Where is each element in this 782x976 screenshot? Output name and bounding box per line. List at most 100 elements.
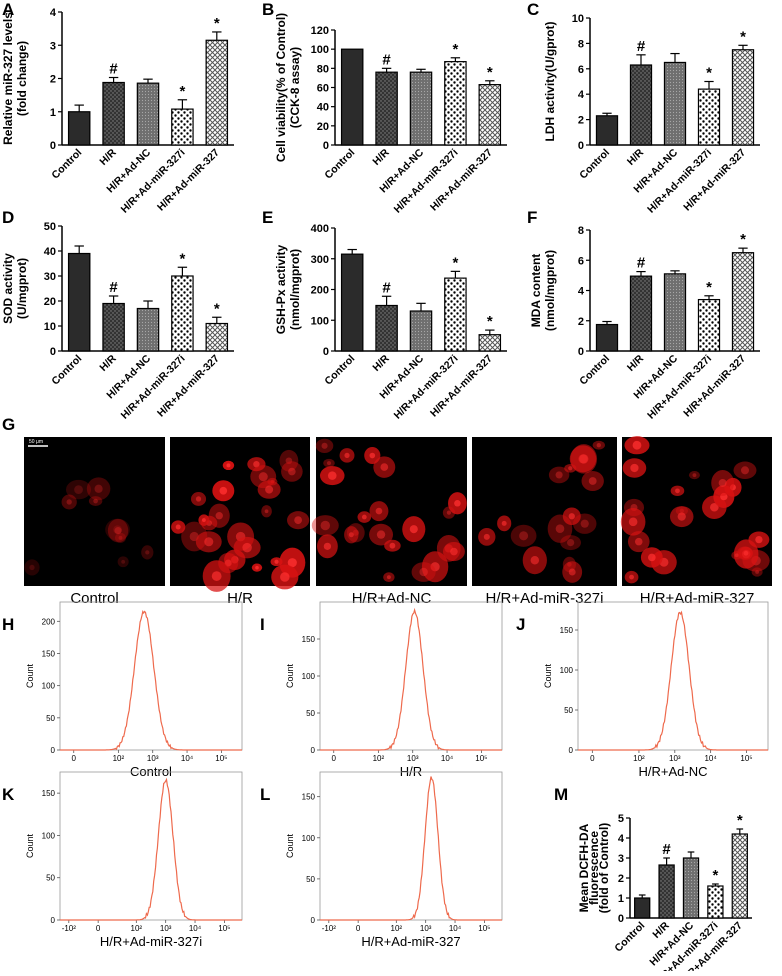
bar	[663, 273, 687, 352]
x-tick-label: 10³	[420, 924, 432, 933]
plot-frame	[319, 771, 503, 921]
cell-nucleus	[264, 509, 269, 514]
y-axis-label: GSH-Px activity	[274, 244, 288, 334]
x-tick-label: 10⁴	[704, 754, 717, 763]
x-tick-label: 10⁵	[478, 924, 490, 933]
x-tick-label: -10²	[62, 924, 77, 933]
cell	[323, 458, 335, 468]
y-tick-label: 300	[311, 254, 329, 266]
histogram-curve	[578, 610, 768, 751]
cell-nucleus	[568, 568, 576, 576]
x-tick-label: 10⁴	[441, 754, 454, 763]
cell-nucleus	[114, 527, 122, 535]
cell-nucleus	[66, 499, 72, 505]
y-tick-label: 0	[50, 346, 56, 358]
y-tick-label: 3	[618, 853, 624, 865]
category-label: H/R+Ad-miR-327i	[392, 147, 461, 216]
bar	[478, 334, 502, 352]
cell-nucleus	[501, 520, 507, 526]
bar	[663, 61, 687, 146]
cell	[107, 518, 129, 543]
y-tick-label: 50	[306, 709, 315, 718]
significance-mark: *	[214, 300, 220, 317]
bar	[697, 298, 721, 352]
y-axis-label: Cell viability(% of Control)	[274, 13, 288, 162]
y-tick-label: 0	[51, 916, 56, 925]
bar	[205, 39, 229, 146]
y-tick-label: 2	[578, 316, 584, 328]
plot-frame	[59, 771, 243, 921]
cell-nucleus	[195, 496, 202, 502]
bar	[731, 252, 755, 352]
cell-nucleus	[755, 535, 763, 544]
y-tick-label: 200	[42, 617, 56, 626]
significance-mark: #	[637, 38, 646, 55]
cell	[86, 477, 111, 501]
y-tick-label: 8	[578, 38, 584, 50]
bar	[444, 61, 467, 146]
y-tick-label: 50	[46, 874, 55, 883]
micrograph-1: H/R	[170, 437, 310, 607]
cell-nucleus	[327, 471, 337, 480]
cell-nucleus	[409, 525, 418, 534]
cell-nucleus	[566, 538, 575, 547]
significance-mark: *	[737, 812, 743, 829]
x-tick-label: 10³	[407, 754, 419, 763]
y-tick-label: 0	[578, 140, 584, 152]
cell-nucleus	[274, 559, 279, 564]
cell-nucleus	[113, 525, 122, 534]
y-tick-label: 0	[311, 746, 316, 755]
y-tick-label: 0	[51, 746, 56, 755]
panel-label-b: B	[262, 0, 274, 19]
significance-mark: #	[109, 61, 118, 78]
significance-mark: *	[487, 313, 493, 330]
bar	[697, 88, 721, 146]
y-axis-label: (CCK-8 assay)	[288, 47, 302, 128]
histogram-caption: H/R	[400, 764, 422, 779]
cell	[141, 545, 154, 560]
category-label: H/R	[370, 146, 392, 168]
bar	[136, 82, 160, 146]
category-label: H/R	[370, 352, 392, 374]
cell-nucleus	[555, 524, 565, 534]
y-axis-label: MDA content	[529, 254, 543, 328]
bar	[595, 115, 619, 146]
bar	[67, 252, 91, 352]
cell-nucleus	[430, 562, 440, 572]
x-tick-label: 10⁵	[215, 754, 227, 763]
y-tick-label: 100	[302, 834, 316, 843]
y-axis-label: (nmol/mgprot)	[543, 250, 557, 331]
bar	[102, 81, 125, 146]
y-tick-label: 50	[46, 714, 55, 723]
y-tick-label: 4	[578, 286, 585, 298]
cell-nucleus	[743, 550, 749, 556]
y-tick-label: 150	[560, 626, 574, 635]
category-label: H/R+Ad-miR-327i	[119, 147, 188, 216]
cell-nucleus	[648, 553, 656, 562]
y-tick-label: 150	[42, 789, 56, 798]
cell-nucleus	[204, 537, 214, 547]
y-axis-label: (U/mgprot)	[15, 258, 29, 319]
cell-nucleus	[326, 461, 332, 466]
cell-nucleus	[450, 547, 458, 556]
y-tick-label: 6	[578, 255, 584, 267]
bar	[444, 277, 467, 352]
y-tick-label: 150	[302, 635, 316, 644]
y-tick-label: 60	[317, 83, 329, 95]
panel-label-h: H	[2, 615, 14, 634]
micrograph-caption: H/R+Ad-NC	[352, 590, 432, 607]
y-tick-label: 2	[578, 115, 584, 127]
x-tick-label: 0	[96, 924, 101, 933]
y-tick-label: 0	[569, 746, 574, 755]
bar	[634, 897, 651, 919]
cell	[315, 438, 334, 453]
cell-nucleus	[710, 502, 719, 512]
cell	[287, 511, 310, 530]
cell-nucleus	[580, 519, 589, 528]
significance-mark: *	[706, 279, 712, 296]
cell-nucleus	[419, 567, 428, 577]
panel-label-f: F	[527, 208, 537, 227]
category-label: H/R+Ad-miR-327	[155, 353, 222, 420]
